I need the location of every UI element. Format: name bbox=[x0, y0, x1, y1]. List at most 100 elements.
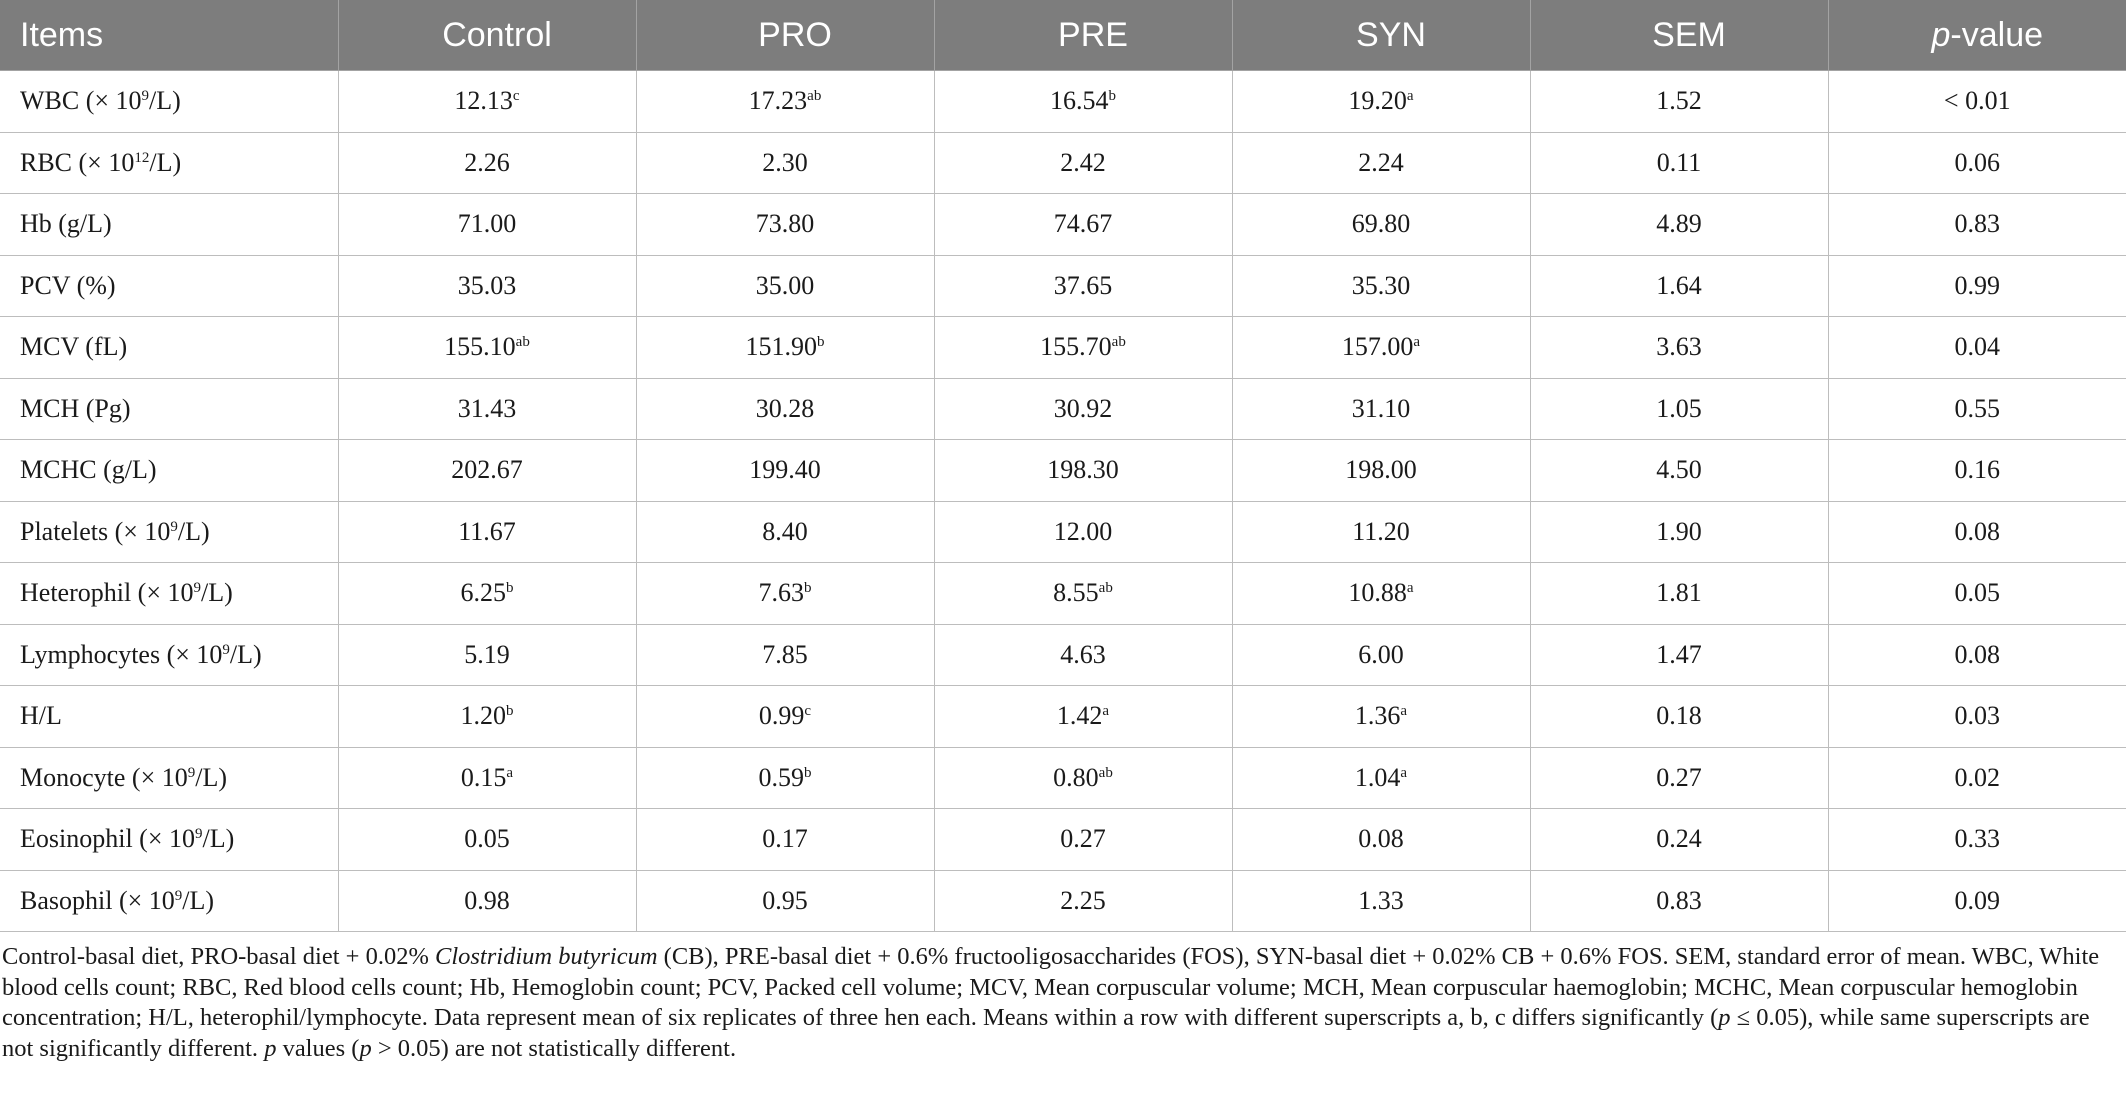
cell-value: 0.11 bbox=[1656, 147, 1702, 177]
cell-sem: 0.83 bbox=[1530, 870, 1829, 932]
cell-pre: 0.80ab bbox=[934, 747, 1233, 809]
cell-control: 31.43 bbox=[338, 378, 637, 440]
cell-value: 3.63 bbox=[1656, 332, 1702, 362]
cell-value: 0.06 bbox=[1954, 147, 2001, 177]
row-label-text: Platelets (× 10 bbox=[20, 516, 171, 546]
cell-p-value: 0.08 bbox=[1828, 624, 2126, 686]
row-label-text: Eosinophil (× 10 bbox=[20, 824, 195, 854]
cell-pro: 17.23ab bbox=[636, 70, 935, 133]
row-label: Eosinophil (× 109/L) bbox=[0, 808, 339, 871]
cell-syn: 1.36a bbox=[1232, 685, 1531, 748]
cell-value: 1.42 bbox=[1056, 701, 1103, 731]
footnote-text: (CB), PRE-basal diet + 0.6% fructooligos… bbox=[2, 943, 2100, 1031]
table-row: Monocyte (× 109/L) 0.15a 0.59b 0.80ab 1.04a 0… bbox=[0, 747, 2126, 809]
cell-pre: 155.70ab bbox=[934, 316, 1233, 379]
cell-value: 0.08 bbox=[1954, 516, 2001, 546]
cell-value: 11.20 bbox=[1352, 516, 1410, 546]
cell-superscript: a bbox=[506, 764, 514, 781]
cell-superscript: a bbox=[1406, 88, 1414, 105]
cell-sem: 0.18 bbox=[1530, 685, 1829, 748]
cell-sem: 0.24 bbox=[1530, 808, 1829, 871]
cell-syn: 198.00 bbox=[1232, 439, 1531, 502]
cell-pro: 0.59b bbox=[636, 747, 935, 809]
cell-value: 0.83 bbox=[1954, 209, 2001, 239]
table-row: RBC (× 1012/L) 2.26 2.30 2.42 2.24 0.11 0.06 bbox=[0, 132, 2126, 194]
cell-value: 198.30 bbox=[1047, 455, 1119, 485]
row-label-exponent: 9 bbox=[222, 641, 230, 658]
cell-superscript: c bbox=[512, 88, 520, 105]
cell-sem: 1.05 bbox=[1530, 378, 1829, 440]
header-pre: PRE bbox=[934, 0, 1233, 71]
cell-value: 2.26 bbox=[464, 147, 510, 177]
cell-value: 35.03 bbox=[457, 270, 517, 300]
row-label: MCHC (g/L) bbox=[0, 439, 339, 502]
cell-control: 71.00 bbox=[338, 193, 637, 256]
cell-value: 155.10 bbox=[444, 332, 516, 362]
row-label-text: Hb (g/L) bbox=[20, 209, 112, 239]
cell-value: 0.80 bbox=[1053, 762, 1099, 792]
cell-value: 71.00 bbox=[457, 209, 517, 239]
cell-sem: 1.52 bbox=[1530, 70, 1829, 133]
cell-pre: 2.25 bbox=[934, 870, 1233, 932]
cell-control: 202.67 bbox=[338, 439, 637, 502]
cell-p-value: 0.16 bbox=[1828, 439, 2126, 502]
footnote-italic: p bbox=[264, 1034, 277, 1062]
cell-value: 0.99 bbox=[1954, 270, 2001, 300]
cell-pre: 2.42 bbox=[934, 132, 1233, 194]
cell-value: 0.33 bbox=[1954, 824, 2001, 854]
cell-superscript: a bbox=[1406, 580, 1414, 597]
cell-p-value: 0.04 bbox=[1828, 316, 2126, 379]
cell-value: 0.83 bbox=[1656, 885, 1702, 915]
cell-value: 0.08 bbox=[1954, 639, 2001, 669]
cell-syn: 69.80 bbox=[1232, 193, 1531, 256]
cell-value: 0.08 bbox=[1358, 824, 1404, 854]
cell-value: 155.70 bbox=[1040, 332, 1112, 362]
cell-superscript: ab bbox=[515, 334, 530, 351]
cell-value: 1.04 bbox=[1354, 762, 1401, 792]
cell-p-value: 0.55 bbox=[1828, 378, 2126, 440]
cell-syn: 1.04a bbox=[1232, 747, 1531, 809]
cell-pro: 199.40 bbox=[636, 439, 935, 502]
row-label-unit: /L) bbox=[149, 147, 182, 177]
row-label: WBC (× 109/L) bbox=[0, 70, 339, 133]
cell-value: 1.36 bbox=[1354, 701, 1401, 731]
row-label-text: MCV (fL) bbox=[20, 332, 128, 362]
header-pro: PRO bbox=[636, 0, 935, 71]
cell-value: 1.81 bbox=[1656, 578, 1702, 608]
row-label-exponent: 9 bbox=[141, 88, 150, 105]
cell-value: 12.00 bbox=[1053, 516, 1113, 546]
row-label-exponent: 9 bbox=[193, 580, 202, 597]
cell-p-value: 0.83 bbox=[1828, 193, 2126, 256]
table-row: MCV (fL) 155.10ab 151.90b 155.70ab 157.00a 3.… bbox=[0, 316, 2126, 379]
cell-value: 0.59 bbox=[758, 762, 805, 792]
footnote-italic: p bbox=[1718, 1004, 1731, 1031]
header-control: Control bbox=[338, 0, 637, 71]
cell-control: 0.15a bbox=[338, 747, 637, 809]
cell-value: 74.67 bbox=[1053, 209, 1113, 239]
cell-superscript: a bbox=[1102, 703, 1110, 720]
cell-superscript: c bbox=[804, 703, 812, 720]
table-row: Heterophil (× 109/L) 6.25b 7.63b 8.55ab 10.8… bbox=[0, 562, 2126, 625]
footnote-text: values ( bbox=[276, 1034, 360, 1062]
cell-p-value: 0.33 bbox=[1828, 808, 2126, 871]
cell-control: 1.20b bbox=[338, 685, 637, 748]
cell-sem: 1.47 bbox=[1530, 624, 1829, 686]
cell-syn: 11.20 bbox=[1232, 501, 1531, 563]
row-label: Monocyte (× 109/L) bbox=[0, 747, 339, 809]
cell-value: 0.05 bbox=[464, 824, 510, 854]
cell-syn: 1.33 bbox=[1232, 870, 1531, 932]
cell-value: 2.25 bbox=[1060, 885, 1106, 915]
cell-value: 1.33 bbox=[1358, 885, 1404, 915]
cell-value: 198.00 bbox=[1345, 455, 1417, 485]
cell-control: 11.67 bbox=[338, 501, 637, 563]
table-row: Basophil (× 109/L) 0.98 0.95 2.25 1.33 0.83 0.… bbox=[0, 870, 2126, 932]
cell-sem: 0.27 bbox=[1530, 747, 1829, 809]
cell-value: 30.28 bbox=[755, 393, 815, 423]
cell-pre: 0.27 bbox=[934, 808, 1233, 871]
cell-value: 37.65 bbox=[1053, 270, 1113, 300]
cell-p-value: 0.99 bbox=[1828, 255, 2126, 317]
header-sem: SEM bbox=[1530, 0, 1829, 71]
cell-value: 6.25 bbox=[460, 578, 507, 608]
footnote-text: ≤ 0.05), while same superscripts are not… bbox=[2, 1004, 2090, 1062]
row-label: RBC (× 1012/L) bbox=[0, 132, 339, 194]
